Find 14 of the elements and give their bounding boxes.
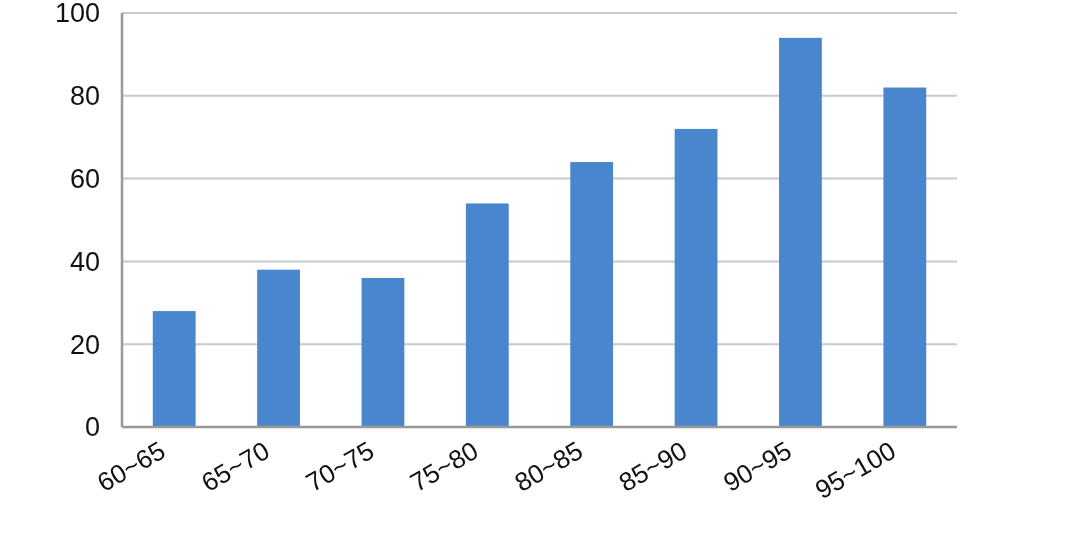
bar xyxy=(465,203,509,427)
y-tick-label: 20 xyxy=(69,329,100,360)
y-tick-label: 40 xyxy=(69,246,100,277)
y-tick-label: 100 xyxy=(54,0,100,29)
bar xyxy=(883,87,927,427)
y-tick-label: 80 xyxy=(69,81,100,112)
bar xyxy=(570,162,614,427)
bar xyxy=(779,37,822,427)
bar xyxy=(361,277,405,427)
bar xyxy=(257,269,300,427)
bar xyxy=(152,311,196,427)
y-tick-label: 60 xyxy=(69,164,100,195)
bar xyxy=(674,128,718,427)
y-tick-label: 0 xyxy=(84,412,100,443)
